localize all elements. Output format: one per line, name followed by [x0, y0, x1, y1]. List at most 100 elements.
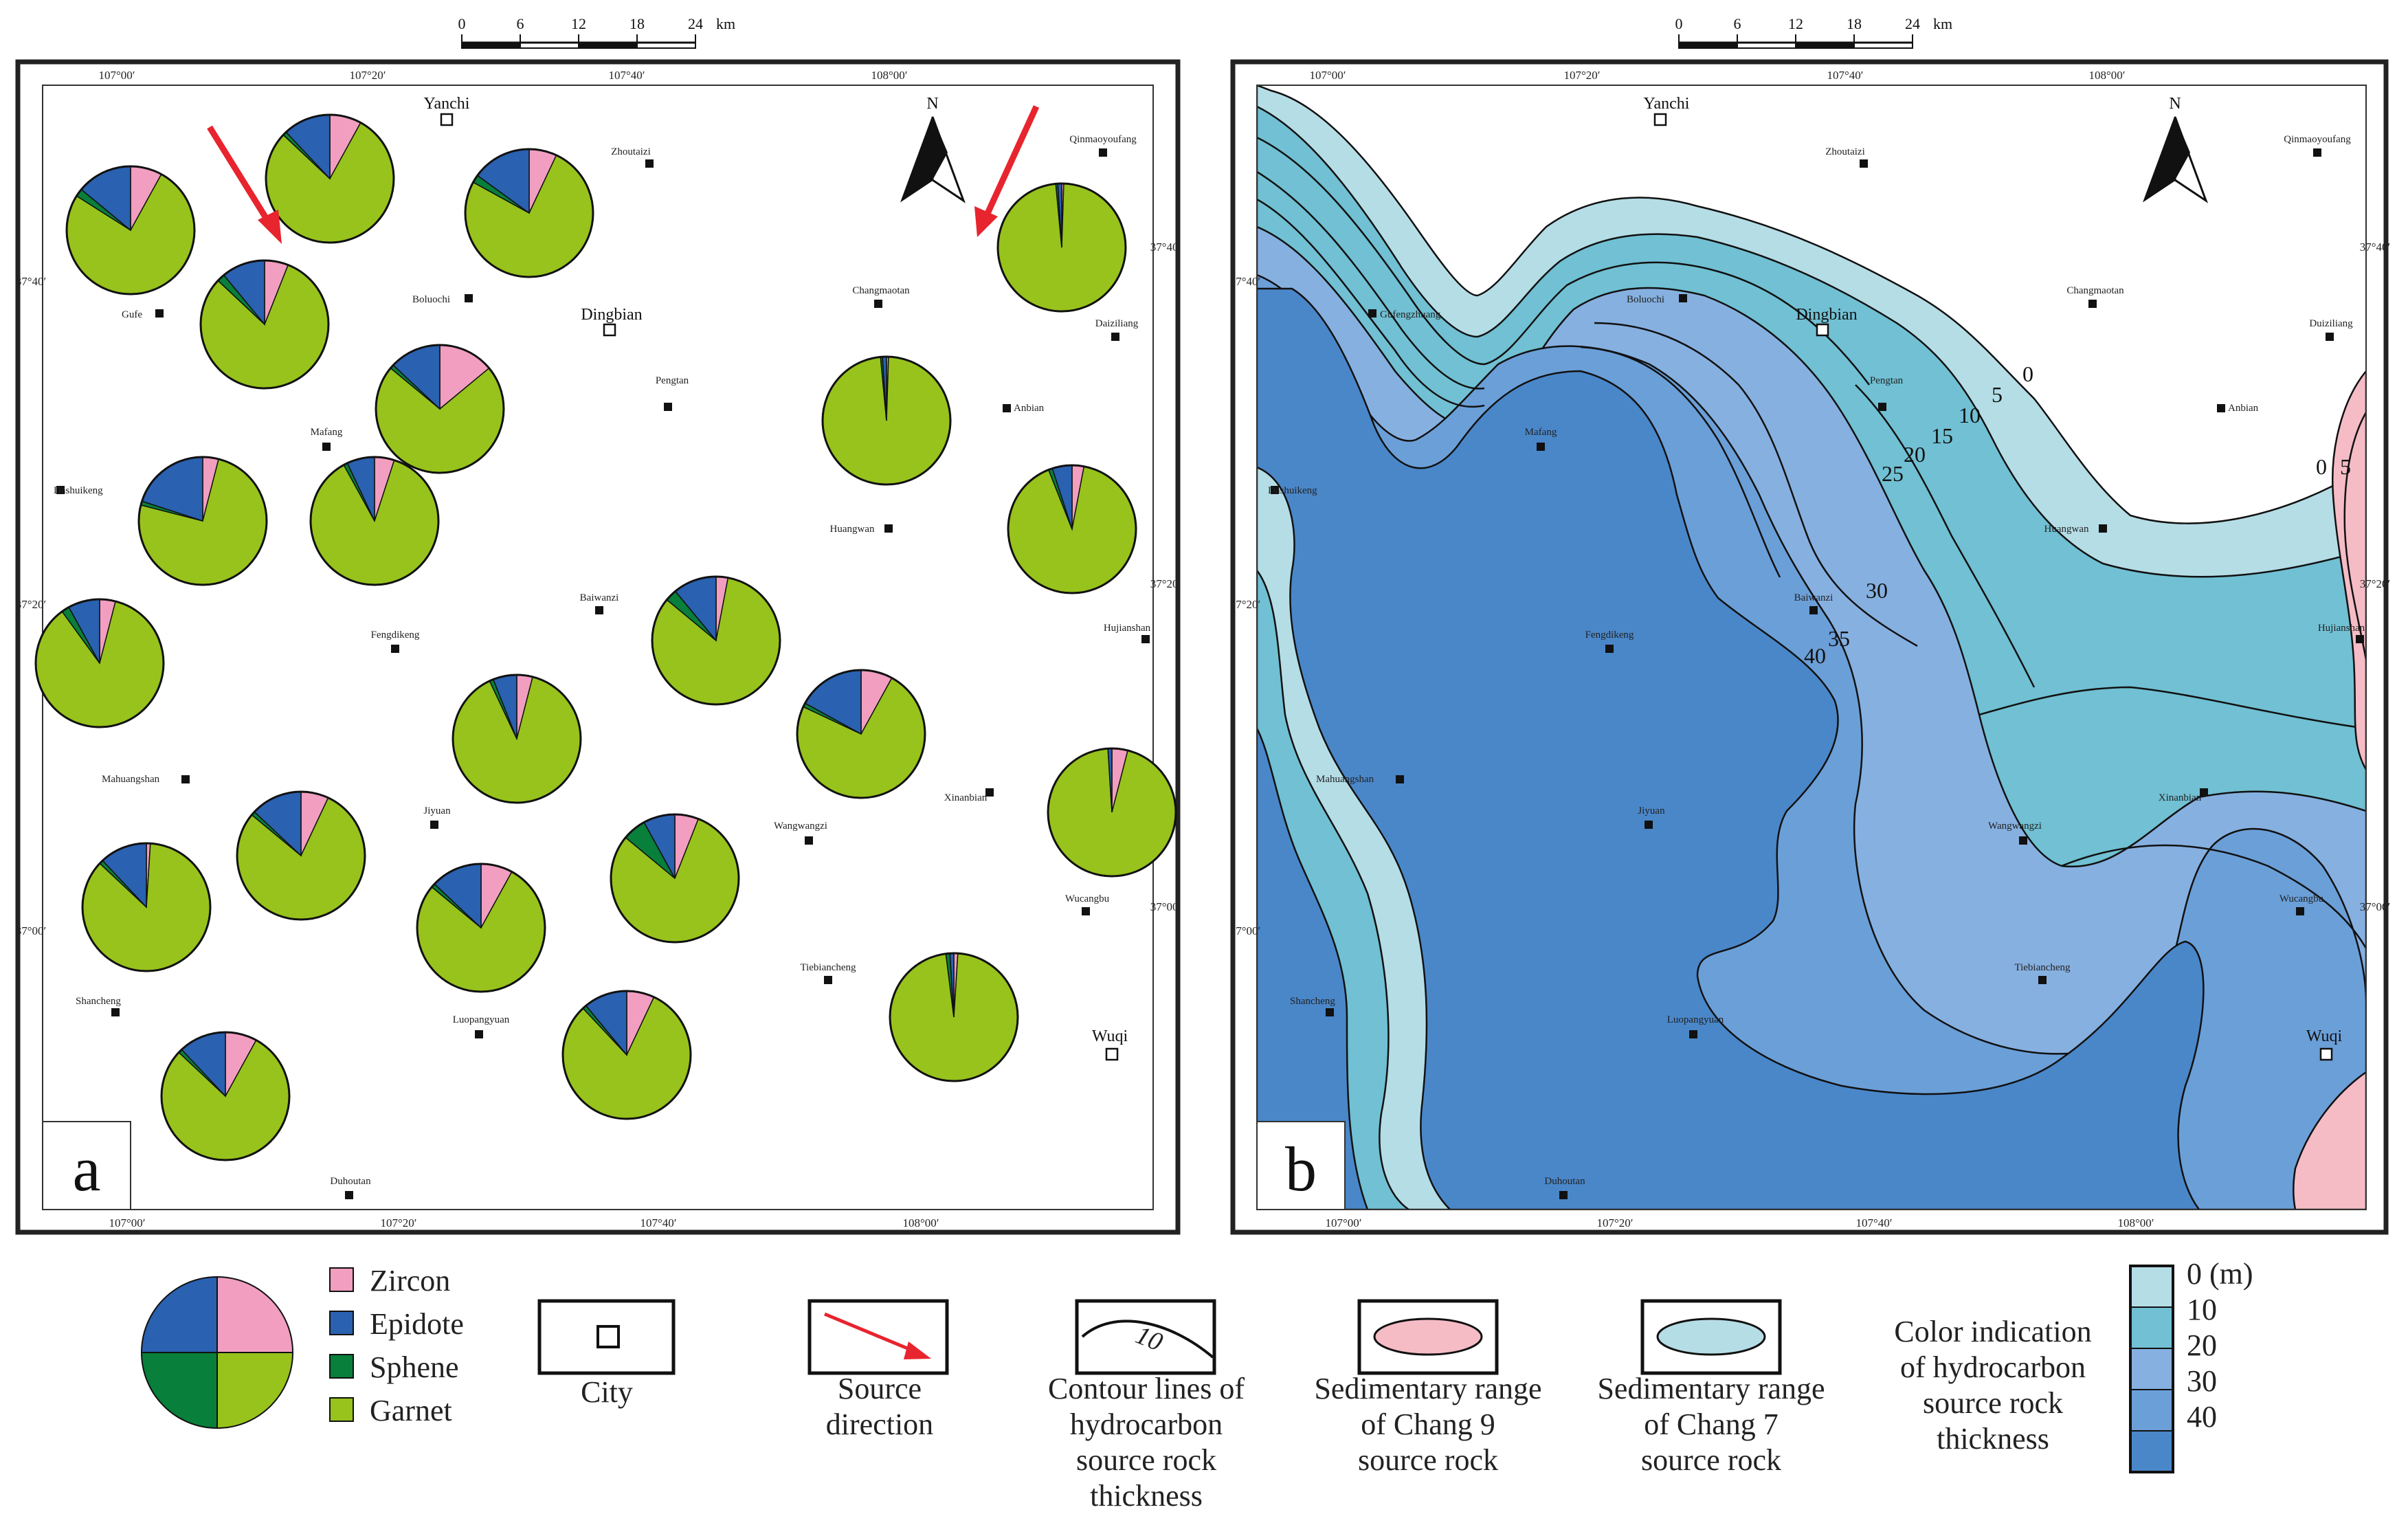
pie-outline	[265, 113, 395, 244]
mineral-pie[interactable]	[452, 674, 582, 804]
scale-tick: 0	[458, 15, 466, 32]
mineral-pie[interactable]	[1047, 747, 1177, 878]
town-marker[interactable]	[2038, 976, 2047, 984]
pie-outline	[464, 148, 594, 278]
mineral-pie[interactable]	[309, 456, 440, 586]
town-marker[interactable]	[465, 294, 473, 302]
mineral-pie[interactable]	[81, 842, 212, 972]
mineral-pie[interactable]	[34, 598, 165, 728]
town-marker[interactable]	[1082, 907, 1090, 915]
mineral-pie[interactable]	[199, 259, 330, 390]
town-marker[interactable]	[1878, 403, 1886, 411]
town-marker[interactable]	[1809, 606, 1818, 614]
town-marker[interactable]	[1099, 148, 1107, 157]
mineral-pie[interactable]	[137, 456, 268, 586]
mineral-pie[interactable]	[416, 862, 546, 993]
contour-label: 10	[1959, 403, 1981, 427]
scale-bar-a: 0 6 12 18 24 km	[458, 15, 735, 49]
north-label: N	[2169, 95, 2181, 113]
town-marker[interactable]	[2313, 148, 2321, 157]
scale-unit: km	[716, 15, 735, 32]
town-marker[interactable]	[345, 1191, 353, 1199]
panel-letter-a: a	[73, 1134, 101, 1204]
mineral-pie[interactable]	[236, 790, 366, 921]
panel-a: 0 6 12 18 24 km 107°00′ 107°20′ 107°40′ …	[15, 15, 1181, 1235]
thickness-map	[1257, 85, 2366, 1210]
mineral-pie[interactable]	[889, 952, 1019, 1082]
city-marker[interactable]	[1653, 113, 1667, 126]
town-marker[interactable]	[2296, 907, 2304, 915]
mineral-pie[interactable]	[265, 113, 395, 244]
town-marker[interactable]	[664, 403, 672, 411]
town-marker[interactable]	[155, 309, 164, 318]
town-marker[interactable]	[884, 524, 893, 533]
town-marker[interactable]	[805, 836, 813, 845]
coord-top: 107°20′	[1563, 69, 1600, 82]
town-marker[interactable]	[1679, 294, 1687, 302]
town-marker[interactable]	[1111, 333, 1119, 341]
town-marker[interactable]	[1141, 635, 1150, 643]
town-marker[interactable]	[391, 645, 399, 653]
mineral-pie[interactable]	[65, 165, 196, 296]
town-marker[interactable]	[985, 788, 994, 797]
town-label: Mafang	[311, 427, 343, 438]
legend-label: Garnet	[370, 1394, 452, 1427]
pie-outline	[160, 1031, 291, 1161]
town-marker[interactable]	[322, 443, 331, 451]
town-marker[interactable]	[2200, 788, 2208, 797]
legend-label: Contour lines of	[1048, 1372, 1245, 1405]
city-marker[interactable]	[603, 323, 616, 337]
town-marker[interactable]	[1271, 486, 1279, 494]
legend-city-icon	[597, 1325, 620, 1348]
town-label: Tiebiancheng	[2014, 962, 2071, 973]
mineral-pie[interactable]	[651, 575, 781, 706]
mineral-pie[interactable]	[796, 669, 926, 799]
mineral-pie[interactable]	[561, 990, 692, 1120]
town-marker[interactable]	[1003, 404, 1011, 412]
town-marker[interactable]	[1537, 443, 1545, 451]
town-marker[interactable]	[1396, 775, 1404, 783]
town-marker[interactable]	[645, 159, 654, 168]
mineral-pie[interactable]	[1007, 464, 1137, 594]
town-marker[interactable]	[1689, 1030, 1697, 1038]
thickness-zone-west-deep	[1257, 728, 1369, 1210]
town-marker[interactable]	[475, 1030, 483, 1038]
town-marker[interactable]	[430, 821, 438, 829]
city-marker[interactable]	[440, 113, 454, 126]
town-marker[interactable]	[181, 775, 190, 783]
town-marker[interactable]	[2099, 524, 2107, 533]
town-marker[interactable]	[1860, 159, 1868, 168]
city-marker[interactable]	[2319, 1047, 2333, 1061]
mineral-pie[interactable]	[996, 182, 1127, 313]
town-marker[interactable]	[1645, 821, 1653, 829]
town-marker[interactable]	[2088, 300, 2097, 308]
city-marker[interactable]	[1105, 1047, 1119, 1061]
mineral-pie[interactable]	[160, 1031, 291, 1161]
pie-outline	[452, 674, 582, 804]
town-marker[interactable]	[595, 606, 603, 614]
city-marker[interactable]	[1816, 323, 1829, 337]
town-marker[interactable]	[2019, 836, 2027, 845]
legend-label: Sphene	[370, 1350, 459, 1384]
town-marker[interactable]	[1605, 645, 1614, 653]
town-marker[interactable]	[2356, 635, 2364, 643]
town-label: Pengtan	[1870, 375, 1904, 386]
town-marker[interactable]	[1368, 309, 1376, 318]
pie-outline	[309, 456, 440, 586]
contour-label: 0	[2316, 454, 2327, 479]
town-marker[interactable]	[111, 1008, 120, 1016]
town-marker[interactable]	[1326, 1008, 1334, 1016]
legend-label: 10	[2187, 1293, 2217, 1326]
mineral-pie[interactable]	[375, 344, 505, 474]
mineral-pie[interactable]	[821, 355, 952, 486]
town-marker[interactable]	[1559, 1191, 1568, 1199]
town-marker[interactable]	[2217, 404, 2225, 412]
mineral-pie[interactable]	[464, 148, 594, 278]
town-marker[interactable]	[2326, 333, 2334, 341]
pie-outline	[1047, 747, 1177, 878]
mineral-pie[interactable]	[610, 813, 740, 944]
town-marker[interactable]	[56, 486, 65, 494]
town-marker[interactable]	[874, 300, 882, 308]
coord-right: 37°40′	[2360, 241, 2391, 254]
town-marker[interactable]	[824, 976, 832, 984]
